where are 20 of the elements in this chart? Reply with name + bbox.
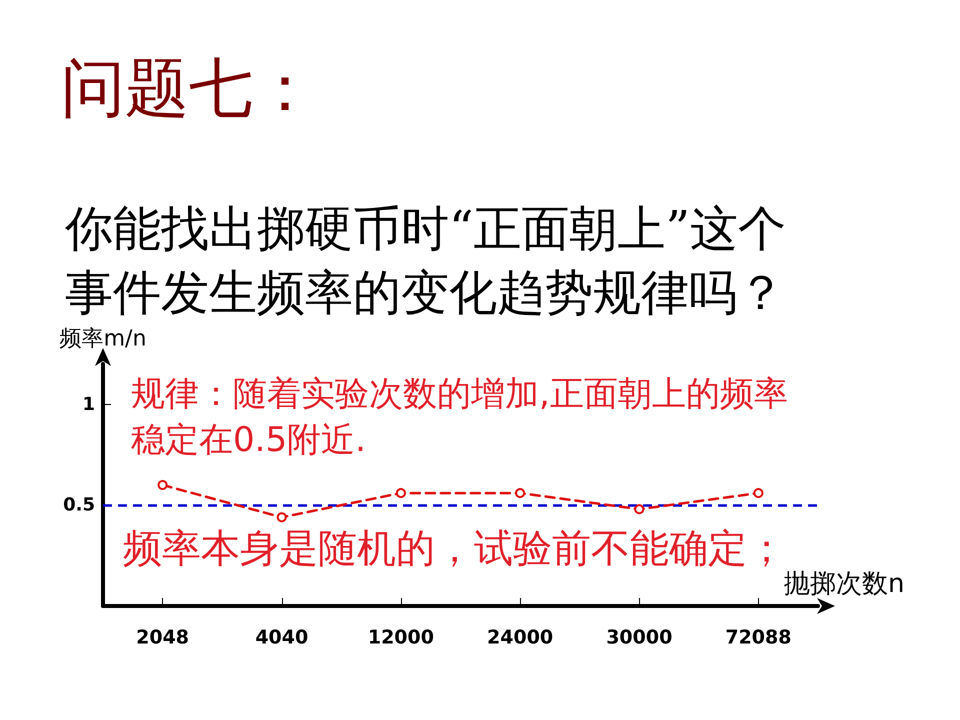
- x-tick-label: 24000: [487, 626, 554, 648]
- y-axis-title: 频率m/n: [60, 326, 146, 352]
- point: [753, 488, 764, 498]
- x-tick-label: 12000: [368, 626, 434, 648]
- chart-title: 问题七：: [61, 52, 317, 126]
- point: [396, 488, 406, 498]
- x-axis-title: 抛掷次数n: [784, 569, 904, 599]
- x-tick-label: 30000: [606, 626, 672, 648]
- point: [515, 488, 526, 498]
- y-tick-label: 0.5: [63, 494, 95, 516]
- chart-subtitle: 你能找出掷硬币时“正面朝上”这个事件发生频率的变化趋势规律吗？: [64, 201, 786, 321]
- x-tick-label: 4040: [255, 626, 308, 648]
- y-tick-label: 1: [82, 394, 95, 415]
- point: [158, 480, 168, 490]
- x-tick-label: 72088: [725, 626, 792, 648]
- annotation: 频率本身是随机的，试验前不能确定；: [123, 526, 786, 572]
- point: [276, 512, 287, 522]
- annotation: 规律：随着实验次数的增加,正面朝上的频率稳定在0.5附近.: [131, 374, 788, 460]
- point: [634, 504, 644, 514]
- x-tick-label: 2048: [136, 626, 190, 648]
